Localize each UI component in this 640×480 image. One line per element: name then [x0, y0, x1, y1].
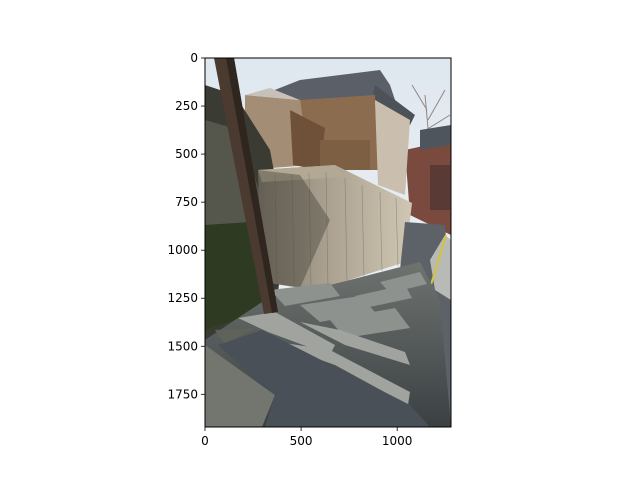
y-tick-label: 500 — [175, 147, 198, 161]
y-axis: 0 250 500 750 1000 1250 1500 1750 — [167, 51, 205, 401]
x-tick-label: 1000 — [382, 434, 413, 448]
axes-frame — [204, 57, 452, 428]
photo-image — [205, 58, 451, 427]
y-tick-label: 1750 — [167, 387, 198, 401]
y-tick-label: 1000 — [167, 243, 198, 257]
x-tick-label: 0 — [201, 434, 209, 448]
y-tick-label: 1500 — [167, 339, 198, 353]
y-tick-label: 250 — [175, 99, 198, 113]
x-tick-label: 500 — [290, 434, 313, 448]
y-tick-label: 0 — [190, 51, 198, 65]
y-tick-label: 1250 — [167, 291, 198, 305]
y-tick-label: 750 — [175, 195, 198, 209]
x-axis: 0 500 1000 — [201, 427, 412, 448]
